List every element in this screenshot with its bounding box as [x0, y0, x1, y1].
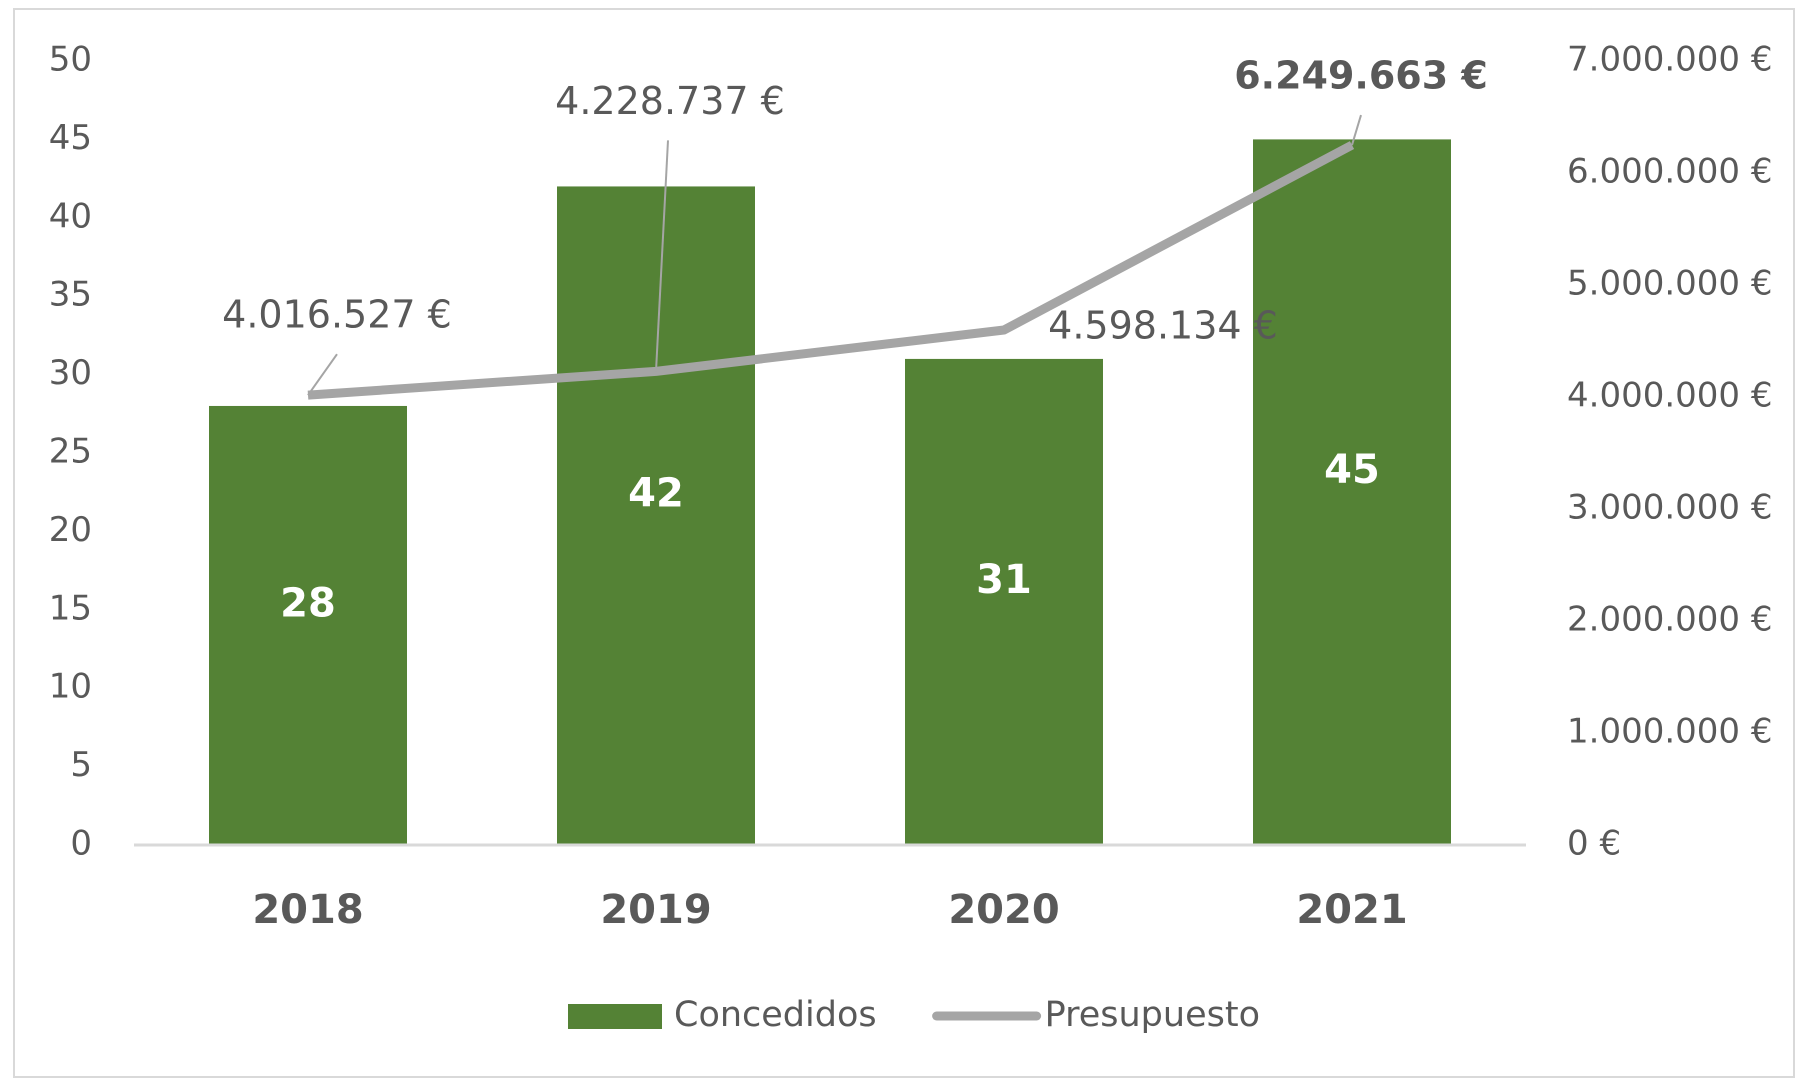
bar-value-label: 31 [976, 557, 1032, 603]
y2-tick-label: 1.000.000 € [1567, 712, 1772, 752]
x-tick-label: 2018 [252, 887, 363, 933]
y-tick-label: 15 [49, 588, 92, 628]
line-value-label: 4.016.527 € [222, 293, 452, 337]
line-value-label: 4.598.134 € [1048, 304, 1278, 348]
y2-tick-label: 4.000.000 € [1567, 376, 1772, 416]
line-value-label: 6.249.663 € [1234, 54, 1488, 98]
y-tick-label: 40 [49, 196, 92, 236]
y-tick-label: 5 [70, 745, 92, 785]
leader-line [655, 140, 669, 372]
y-tick-label: 10 [49, 667, 92, 707]
x-tick-label: 2020 [948, 887, 1059, 933]
y2-tick-label: 6.000.000 € [1567, 152, 1772, 192]
bar-value-label: 45 [1324, 447, 1380, 493]
y2-tick-label: 2.000.000 € [1567, 600, 1772, 640]
bar [557, 186, 755, 845]
leader-line [1351, 114, 1362, 146]
y2-tick-label: 0 € [1567, 824, 1621, 864]
leader-line [307, 353, 338, 396]
y2-tick-label: 7.000.000 € [1567, 40, 1772, 80]
legend-swatch [568, 1004, 662, 1029]
bar [905, 358, 1103, 845]
y-tick-label: 20 [49, 510, 92, 550]
y-tick-label: 0 [70, 824, 92, 864]
bar-value-label: 28 [280, 580, 336, 626]
bar [209, 405, 407, 845]
bar [1253, 139, 1451, 845]
y-tick-label: 25 [49, 432, 92, 472]
line [307, 141, 1355, 400]
y-tick-label: 30 [49, 353, 92, 393]
x-tick-label: 2021 [1296, 887, 1407, 933]
y2-tick-label: 5.000.000 € [1567, 264, 1772, 304]
bar-value-label: 42 [628, 471, 684, 517]
x-tick-label: 2019 [600, 887, 711, 933]
legend-label: Presupuesto [1045, 995, 1260, 1035]
line-value-label: 4.228.737 € [555, 79, 785, 123]
y-tick-label: 50 [49, 40, 92, 80]
y-tick-label: 45 [49, 118, 92, 158]
y2-tick-label: 3.000.000 € [1567, 488, 1772, 528]
legend-label: Concedidos [674, 995, 877, 1035]
y-tick-label: 35 [49, 275, 92, 315]
